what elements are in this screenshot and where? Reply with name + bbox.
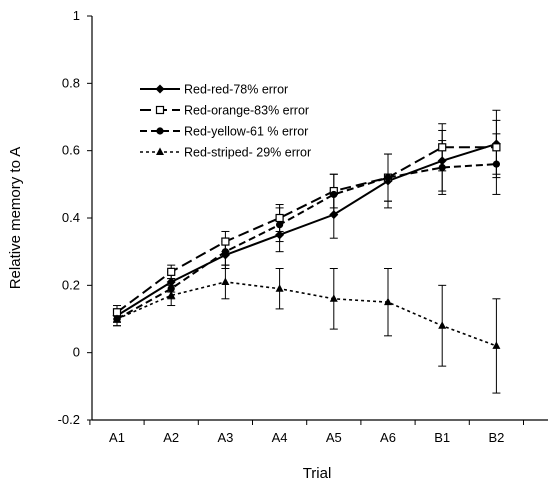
- data-point-circle: [330, 190, 338, 199]
- x-tick-label: A2: [163, 430, 179, 445]
- legend-label: Red-striped- 29% error: [184, 146, 311, 160]
- data-point-square: [155, 105, 165, 115]
- series-layer: [112, 109, 501, 394]
- data-point-triangle: [384, 297, 392, 306]
- data-point-triangle: [329, 294, 338, 302]
- data-point-triangle: [221, 277, 230, 285]
- y-tick-label: 0.2: [62, 277, 80, 292]
- data-point-diamond: [155, 84, 165, 94]
- axes: 1 0.8 0.6 0.4 0.2 0 -0.2 A1 A2 A3 A4 A5 A6 B1 B2: [58, 8, 548, 445]
- data-point-diamond: [329, 210, 339, 220]
- x-tick-label: A3: [217, 430, 233, 445]
- legend-label: Red-red-78% error: [184, 83, 288, 97]
- data-point-triangle: [275, 284, 284, 292]
- data-point-triangle: [156, 147, 164, 155]
- legend-item: Red-striped- 29% error: [140, 146, 311, 160]
- x-tick-label: A1: [109, 430, 125, 445]
- x-tick-label: A6: [380, 430, 396, 445]
- legend-label: Red-yellow-61 % error: [184, 125, 308, 139]
- series-line: [116, 281, 497, 347]
- y-tick-label: 0: [73, 345, 80, 360]
- y-tick-label: 0.4: [62, 210, 80, 225]
- data-point-diamond: [275, 230, 285, 240]
- legend-label: Red-orange-83% error: [184, 104, 309, 118]
- series-line: [116, 142, 497, 317]
- y-tick-label: 1: [73, 8, 80, 23]
- y-tick-label: 0.6: [62, 143, 80, 158]
- data-point-diamond: [166, 277, 176, 287]
- legend: Red-red-78% error Red-orange-83% error Red…: [140, 83, 311, 160]
- data-point-circle: [156, 127, 164, 135]
- x-tick-label: A4: [272, 430, 288, 445]
- data-point-circle: [221, 248, 229, 256]
- y-tick-label: 0.8: [62, 75, 80, 90]
- data-point-square: [275, 213, 284, 223]
- legend-item: Red-yellow-61 % error: [140, 125, 308, 139]
- x-tick-label: A5: [326, 430, 342, 445]
- x-tick-label: B1: [434, 430, 450, 445]
- data-point-diamond: [437, 156, 447, 166]
- data-point-circle: [492, 160, 500, 168]
- data-point-triangle: [438, 321, 447, 329]
- data-point-circle: [438, 163, 446, 172]
- data-point-circle: [276, 221, 284, 229]
- data-point-square: [438, 143, 447, 152]
- data-point-triangle: [167, 290, 176, 299]
- series-4: [113, 277, 501, 349]
- data-point-circle: [384, 174, 392, 182]
- series-line: [116, 146, 497, 314]
- y-tick-label: -0.2: [58, 412, 80, 427]
- data-point-square: [167, 267, 176, 276]
- legend-item: Red-orange-83% error: [140, 104, 309, 118]
- data-point-triangle: [113, 314, 121, 322]
- y-axis-title: Relative memory to A: [7, 147, 24, 290]
- x-tick-label: B2: [488, 430, 504, 445]
- legend-item: Red-red-78% error: [140, 83, 288, 97]
- data-point-square: [221, 237, 230, 246]
- data-point-circle: [167, 285, 175, 293]
- data-point-triangle: [492, 341, 501, 349]
- series-line: [116, 163, 497, 320]
- data-point-square: [492, 143, 501, 152]
- x-axis-title: Trial: [303, 465, 332, 482]
- series-3: [113, 160, 500, 323]
